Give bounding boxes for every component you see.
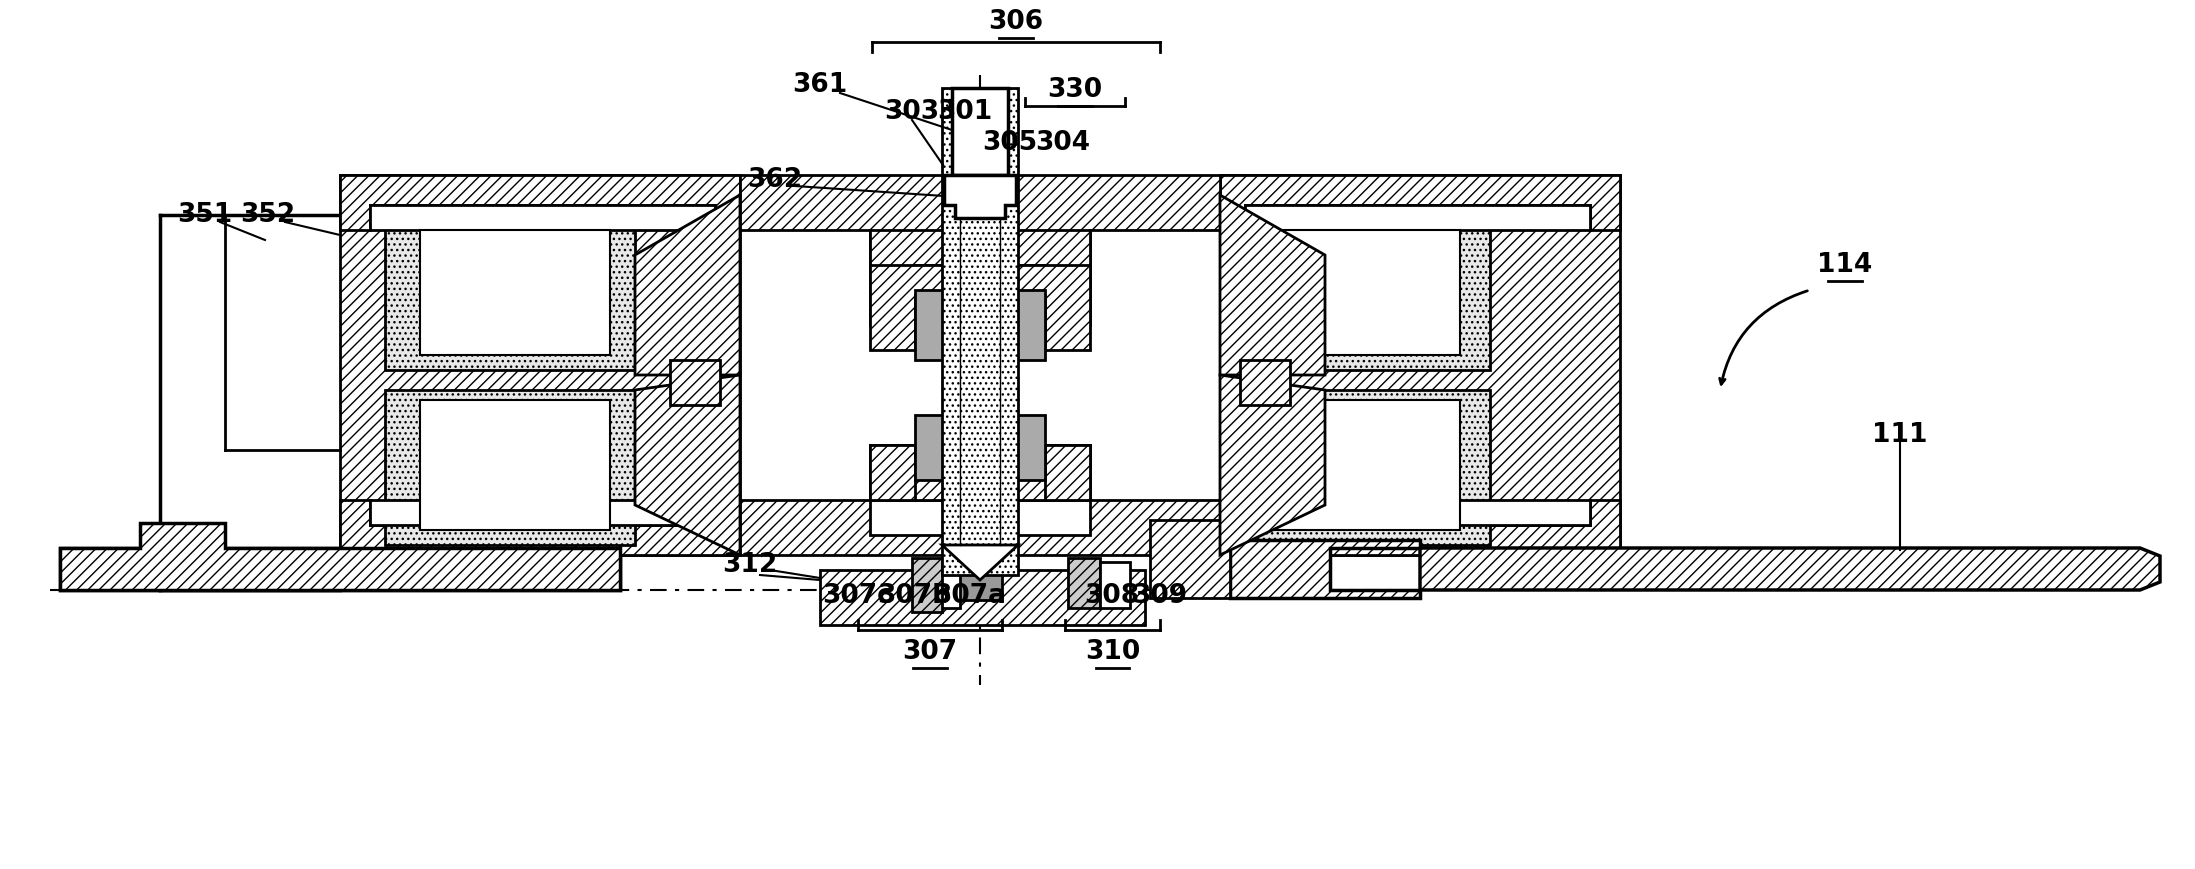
Bar [1100,562,1130,608]
Polygon shape [1045,445,1091,500]
Polygon shape [869,230,1091,325]
Polygon shape [869,445,1091,500]
Polygon shape [59,523,619,590]
Polygon shape [740,500,1220,555]
Bar [419,230,610,355]
Polygon shape [1045,445,1091,500]
Polygon shape [869,445,915,500]
Bar [955,303,1005,349]
Bar [371,205,716,230]
Polygon shape [1220,195,1326,375]
Polygon shape [634,375,740,555]
Polygon shape [340,175,740,230]
Bar [1229,215,1490,370]
Bar [911,558,942,612]
Bar [1260,230,1460,355]
Polygon shape [740,175,1220,265]
Polygon shape [1229,540,1420,598]
Text: 362: 362 [748,167,803,193]
Bar [384,390,634,545]
Bar [915,290,1045,360]
Polygon shape [869,445,1091,500]
Text: 306: 306 [988,9,1043,35]
Text: 307b: 307b [878,583,950,609]
Text: 361: 361 [792,72,847,98]
Bar [384,215,634,370]
Polygon shape [1420,548,2160,590]
Bar [669,360,720,405]
Text: 304: 304 [1036,130,1091,156]
Text: 307: 307 [902,639,957,665]
Bar [419,400,610,530]
Polygon shape [821,570,1146,625]
Bar [942,88,1018,575]
Text: 312: 312 [722,552,777,578]
Text: 352: 352 [241,202,296,228]
Bar [1229,390,1490,545]
Bar [1069,558,1100,608]
Polygon shape [1220,175,1620,555]
Polygon shape [869,445,915,500]
Text: 114: 114 [1817,252,1872,278]
Text: 307a: 307a [933,583,1008,609]
Polygon shape [1220,175,1620,230]
Bar [1240,360,1291,405]
Bar [957,568,1001,600]
Bar [1260,400,1460,530]
Polygon shape [59,548,619,590]
Polygon shape [944,175,1016,218]
Text: 301: 301 [937,99,992,125]
Bar [955,428,1005,469]
Bar [1245,205,1589,230]
Polygon shape [1150,520,1229,598]
Text: 303: 303 [885,99,939,125]
Text: 307c: 307c [823,583,893,609]
Polygon shape [340,500,740,555]
Bar [371,500,716,525]
Polygon shape [634,195,740,375]
Text: 330: 330 [1047,77,1102,103]
Polygon shape [869,265,1091,350]
Text: 308: 308 [1084,583,1139,609]
Bar [915,415,1045,480]
Polygon shape [942,545,1018,580]
Bar [939,562,959,608]
Bar [953,88,1008,175]
Bar [953,425,1008,472]
Text: 111: 111 [1872,422,1927,448]
Text: 310: 310 [1084,639,1139,665]
Bar [1245,500,1589,525]
Polygon shape [340,175,740,555]
Text: 305: 305 [983,130,1038,156]
Text: 309: 309 [1133,583,1187,609]
Polygon shape [1220,500,1620,555]
Bar [953,300,1008,352]
Text: 351: 351 [178,202,233,228]
Polygon shape [1220,375,1326,555]
